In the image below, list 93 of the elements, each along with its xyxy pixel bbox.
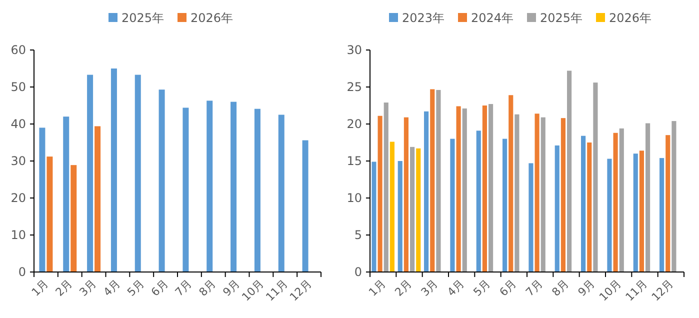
legend-label: 2023年 [402, 11, 445, 25]
x-tick-label: 1月 [366, 276, 388, 299]
bar [39, 128, 46, 272]
bar [384, 102, 388, 272]
bar [567, 70, 572, 272]
bar [534, 114, 540, 272]
bar [46, 156, 53, 272]
x-tick-label: 4月 [100, 276, 123, 299]
bar [560, 118, 566, 272]
bar [581, 136, 586, 272]
bar [404, 117, 408, 272]
legend-label: 2025年 [540, 11, 583, 25]
x-tick-label: 6月 [148, 276, 171, 299]
bar [476, 130, 481, 272]
bar [672, 121, 676, 272]
x-tick-label: 2月 [392, 276, 414, 299]
x-tick-label: 10月 [596, 276, 624, 304]
y-tick-label: 40 [10, 117, 26, 131]
y-tick-label: 10 [346, 191, 362, 205]
bar [70, 165, 77, 272]
y-tick-label: 50 [10, 80, 26, 94]
bar [182, 108, 189, 272]
bar [372, 162, 376, 272]
bar [87, 74, 94, 272]
bar [502, 138, 508, 272]
y-tick-label: 20 [10, 191, 26, 205]
y-tick-label: 0 [18, 265, 26, 279]
bar [593, 82, 598, 272]
bar [424, 111, 429, 272]
bar [416, 148, 421, 272]
x-tick-label: 6月 [497, 276, 520, 299]
bar [206, 100, 213, 272]
bar [230, 102, 237, 272]
bar [278, 114, 284, 272]
x-tick-label: 12月 [649, 276, 676, 304]
x-tick-label: 7月 [523, 276, 546, 299]
x-tick-label: 3月 [418, 276, 441, 299]
bar [607, 158, 612, 272]
x-tick-label: 5月 [470, 276, 493, 299]
bar [554, 145, 560, 272]
y-tick-label: 30 [10, 154, 26, 168]
legend-label: 2024年 [471, 11, 514, 25]
bar [110, 68, 117, 272]
bar [430, 89, 435, 272]
y-tick-label: 0 [354, 265, 362, 279]
y-tick-label: 60 [10, 43, 26, 57]
bar [398, 161, 402, 272]
bar [63, 116, 70, 272]
bar [633, 154, 638, 272]
x-tick-label: 3月 [76, 276, 99, 299]
bar [482, 106, 487, 272]
x-tick-label: 9月 [576, 276, 598, 299]
bar [613, 132, 618, 272]
y-tick-label: 15 [346, 154, 362, 168]
bar [158, 90, 165, 272]
bar [390, 142, 394, 272]
bar [254, 108, 260, 272]
bar [514, 114, 520, 272]
bar [508, 95, 514, 272]
y-tick-label: 10 [10, 228, 26, 242]
bar [450, 138, 455, 272]
bar [436, 90, 441, 272]
x-tick-label: 2月 [53, 276, 75, 299]
legend-label: 2026年 [609, 11, 652, 25]
y-tick-label: 5 [354, 228, 362, 242]
x-tick-label: 5月 [124, 276, 147, 299]
x-tick-label: 8月 [549, 276, 572, 299]
bar [540, 117, 546, 272]
bar [462, 108, 467, 272]
bar [456, 106, 461, 272]
bar [378, 116, 382, 272]
bar [639, 150, 644, 272]
bar [646, 123, 650, 272]
x-tick-label: 4月 [444, 276, 467, 299]
bar [302, 140, 308, 272]
bar [660, 158, 664, 272]
bar [94, 126, 101, 272]
bar [134, 74, 141, 272]
x-tick-label: 7月 [172, 276, 195, 299]
legend-label: 2026年 [190, 11, 234, 25]
bar [528, 163, 534, 272]
bar [410, 146, 415, 272]
y-tick-label: 20 [346, 117, 362, 131]
y-tick-label: 30 [346, 43, 362, 57]
x-tick-label: 8月 [196, 276, 218, 299]
legend-label: 2025年 [122, 11, 164, 25]
x-tick-label: 11月 [623, 276, 650, 304]
bar [666, 135, 670, 272]
x-tick-label: 1月 [29, 276, 52, 299]
bar [587, 142, 592, 272]
bar [619, 128, 624, 272]
y-tick-label: 25 [346, 80, 362, 94]
bar [488, 104, 494, 272]
